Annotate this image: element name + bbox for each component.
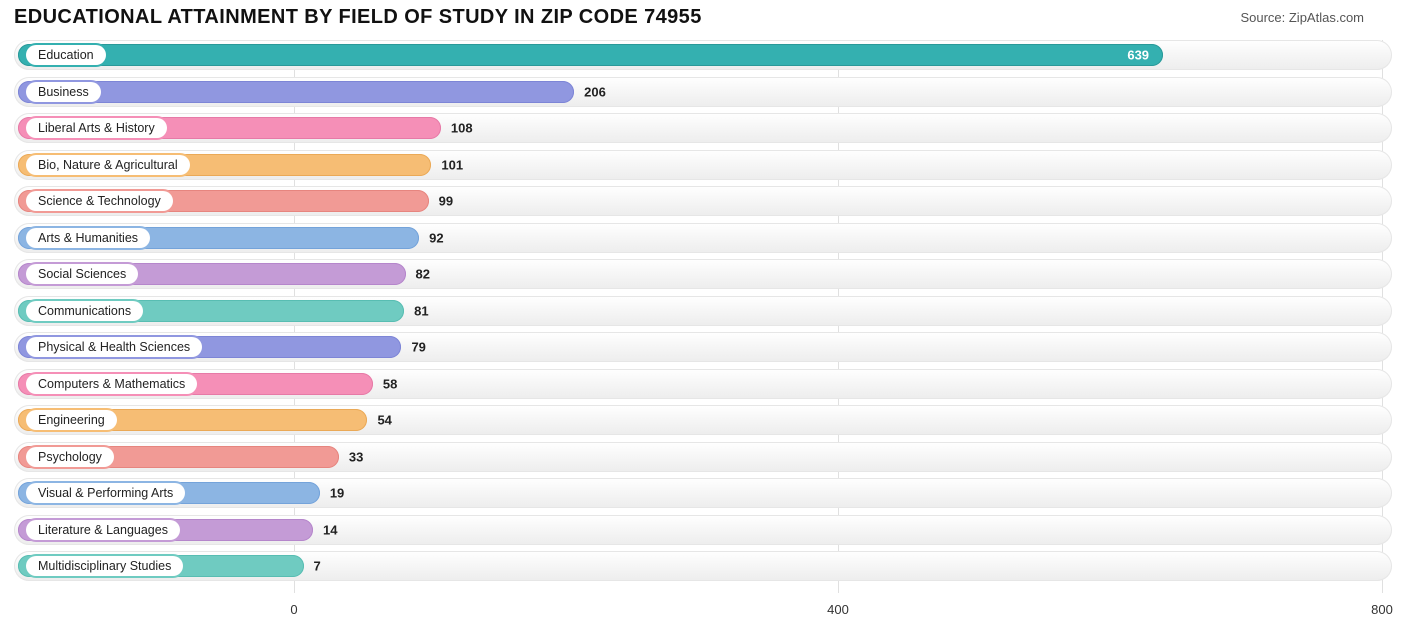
bar-row: Psychology 33: [14, 442, 1392, 472]
bar-category-label: Education: [26, 45, 106, 65]
bar-category-label: Literature & Languages: [26, 520, 180, 540]
bar-value-label: 14: [323, 522, 337, 537]
bar-row: Multidisciplinary Studies 7: [14, 551, 1392, 581]
bar: [18, 81, 574, 103]
bar-row: Communications 81: [14, 296, 1392, 326]
bar-value-label: 81: [414, 303, 428, 318]
bar-value-label: 639: [1127, 48, 1149, 63]
bar-category-label: Computers & Mathematics: [26, 374, 197, 394]
x-axis-tick-label: 0: [290, 602, 297, 617]
plot-area: Education 639 Business 206 Liberal Arts & Hi…: [14, 40, 1392, 593]
bar-value-label: 101: [441, 157, 463, 172]
bar-category-label: Visual & Performing Arts: [26, 483, 185, 503]
bar-category-label: Business: [26, 82, 101, 102]
bar-row: Bio, Nature & Agricultural 101: [14, 150, 1392, 180]
bar-value-label: 92: [429, 230, 443, 245]
bar-category-label: Psychology: [26, 447, 114, 467]
bar-category-label: Liberal Arts & History: [26, 118, 167, 138]
bar-value-label: 79: [411, 340, 425, 355]
bar-row: Physical & Health Sciences 79: [14, 332, 1392, 362]
bar-value-label: 54: [377, 413, 391, 428]
bar-category-label: Social Sciences: [26, 264, 138, 284]
bar-row: Arts & Humanities 92: [14, 223, 1392, 253]
chart-source: Source: ZipAtlas.com: [1240, 6, 1392, 25]
chart-title: EDUCATIONAL ATTAINMENT BY FIELD OF STUDY…: [14, 6, 702, 29]
bar-value-label: 19: [330, 486, 344, 501]
bar-value-label: 82: [416, 267, 430, 282]
bar-row: Social Sciences 82: [14, 259, 1392, 289]
bar-category-label: Arts & Humanities: [26, 228, 150, 248]
bar-value-label: 108: [451, 121, 473, 136]
x-axis-tick-label: 800: [1371, 602, 1393, 617]
bar-category-label: Physical & Health Sciences: [26, 337, 202, 357]
bar-value-label: 7: [314, 559, 321, 574]
bar-row: Education 639: [14, 40, 1392, 70]
bar-row: Science & Technology 99: [14, 186, 1392, 216]
bar-row: Engineering 54: [14, 405, 1392, 435]
chart-header: EDUCATIONAL ATTAINMENT BY FIELD OF STUDY…: [0, 0, 1406, 29]
chart-container: EDUCATIONAL ATTAINMENT BY FIELD OF STUDY…: [0, 0, 1406, 631]
bar-category-label: Engineering: [26, 410, 117, 430]
bar-value-label: 33: [349, 449, 363, 464]
bar-row: Liberal Arts & History 108: [14, 113, 1392, 143]
bar-row: Literature & Languages 14: [14, 515, 1392, 545]
bar-value-label: 206: [584, 84, 606, 99]
bar-category-label: Multidisciplinary Studies: [26, 556, 183, 576]
bar-row: Visual & Performing Arts 19: [14, 478, 1392, 508]
bar-category-label: Bio, Nature & Agricultural: [26, 155, 190, 175]
bar-value-label: 58: [383, 376, 397, 391]
x-axis: 0 400 800: [14, 597, 1392, 617]
bar-row: Business 206: [14, 77, 1392, 107]
bar-value-label: 99: [439, 194, 453, 209]
bar: [18, 44, 1163, 66]
x-axis-tick-label: 400: [827, 602, 849, 617]
bar-category-label: Communications: [26, 301, 143, 321]
bar-category-label: Science & Technology: [26, 191, 173, 211]
bar-row: Computers & Mathematics 58: [14, 369, 1392, 399]
